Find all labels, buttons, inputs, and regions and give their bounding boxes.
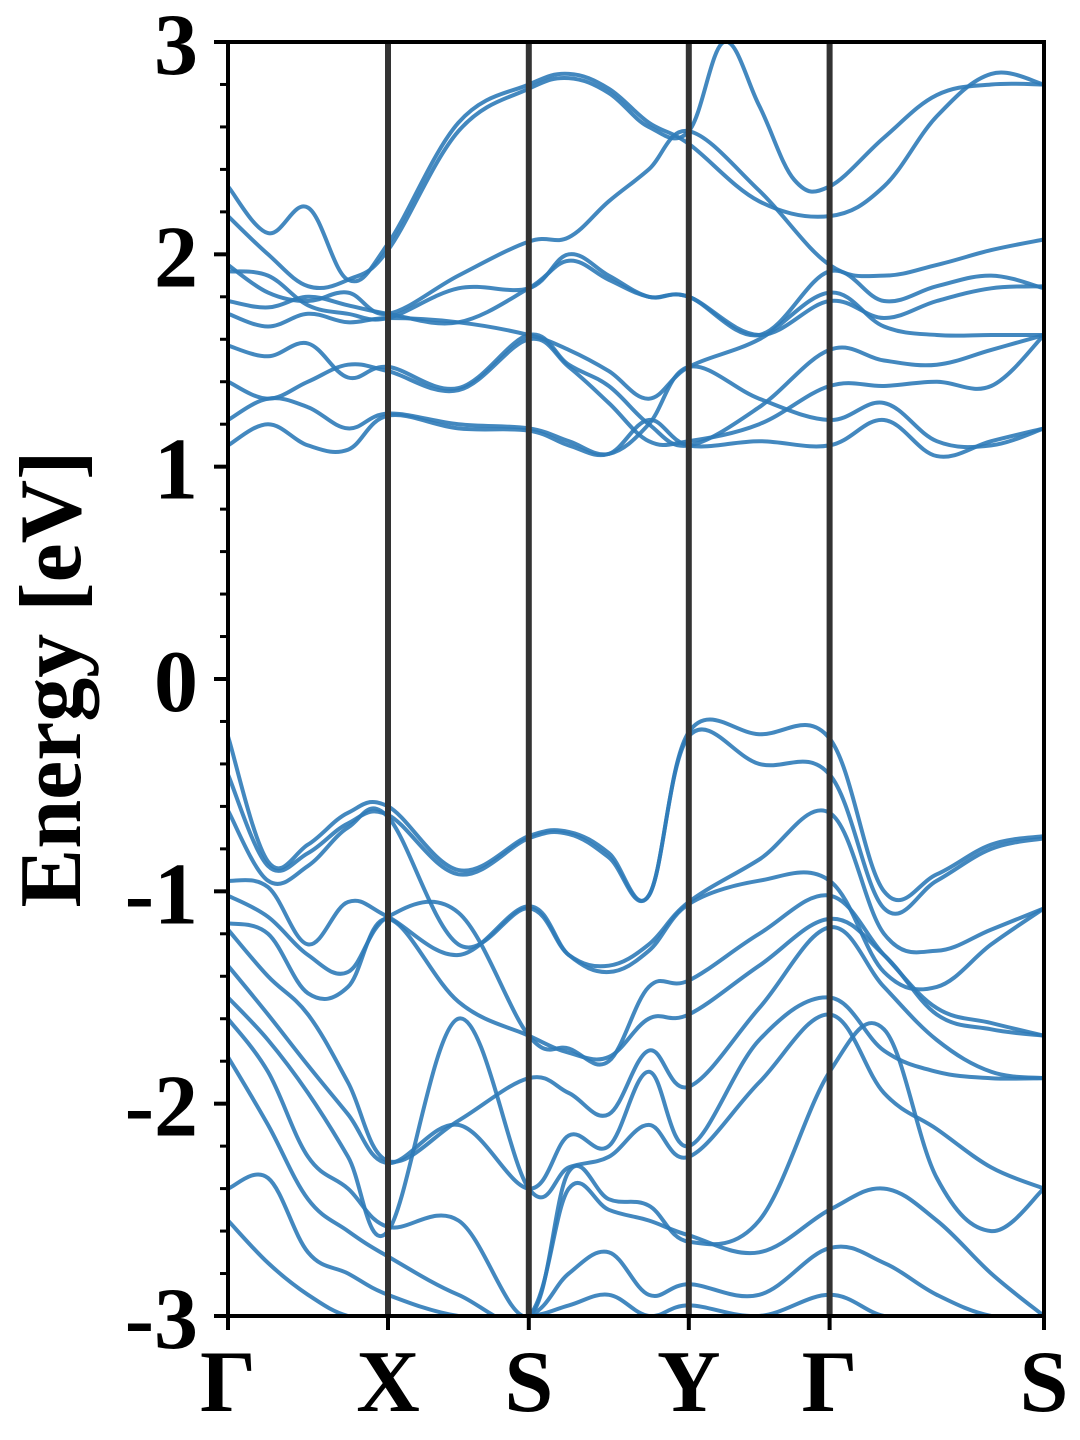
band-line-6 — [228, 290, 1044, 401]
y-tick-label: -2 — [125, 1059, 198, 1156]
band-lines — [228, 42, 1044, 1316]
kpoint-label-S: S — [504, 1334, 553, 1431]
band-line-19 — [228, 996, 1044, 1238]
band-line-15 — [228, 893, 1044, 1067]
high-symmetry-lines — [385, 42, 833, 1316]
band-line-3 — [228, 129, 1044, 316]
kpoint-label-Y: Y — [657, 1334, 721, 1431]
band-line-20 — [228, 1017, 1044, 1316]
band-line-1 — [228, 70, 1044, 284]
kpoint-label-S: S — [1020, 1334, 1069, 1431]
band-line-2 — [228, 42, 1044, 291]
band-line-8 — [228, 333, 1044, 448]
band-line-11 — [228, 717, 1044, 903]
kpoint-label-X: X — [356, 1334, 420, 1431]
band-line-10 — [228, 413, 1044, 459]
y-tick-label: 0 — [154, 634, 198, 731]
band-line-12 — [228, 727, 1044, 916]
band-line-5 — [228, 258, 1044, 338]
band-line-13 — [228, 806, 1044, 969]
band-line-4 — [228, 252, 1044, 338]
y-tick-label: -3 — [125, 1271, 198, 1368]
band-line-22 — [228, 1172, 1044, 1316]
y-tick-label: 2 — [154, 209, 198, 306]
y-axis-ticks: 3 2 1 0 -1 -2 -3 — [125, 0, 228, 1368]
y-axis-title: Energy [eV] — [3, 451, 100, 908]
band-line-16 — [228, 916, 1044, 1062]
band-line-21 — [228, 1055, 1044, 1316]
plot-frame — [226, 40, 1046, 1318]
band-line-14 — [228, 870, 1044, 992]
y-tick-label: -1 — [125, 846, 198, 943]
kpoint-label-Γ: Γ — [200, 1334, 256, 1431]
y-tick-label: 3 — [154, 0, 198, 94]
band-line-17 — [228, 925, 1044, 1164]
band-line-23 — [228, 1219, 1044, 1316]
y-tick-label: 1 — [154, 422, 198, 519]
band-line-7 — [228, 332, 1044, 448]
band-line-18 — [228, 964, 1044, 1191]
kpoint-label-Γ: Γ — [802, 1334, 858, 1431]
